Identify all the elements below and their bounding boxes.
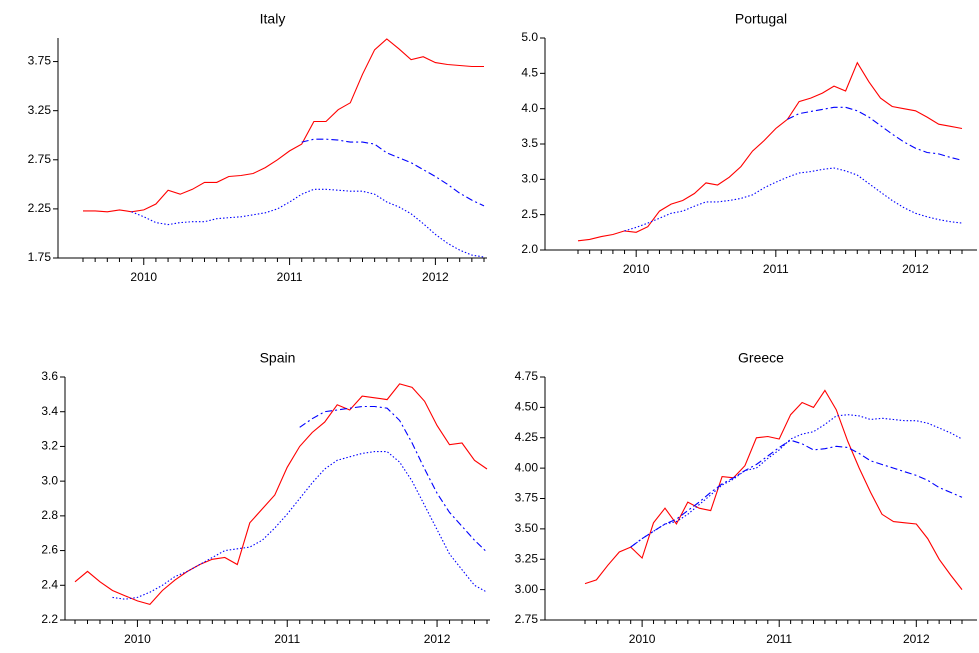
y-tick-label: 2.5 — [521, 207, 538, 221]
y-tick-label: 2.4 — [41, 577, 58, 591]
y-tick-label: 3.75 — [28, 54, 52, 68]
series-line — [74, 383, 488, 606]
y-tick-label: 3.0 — [521, 172, 538, 186]
x-tick-label: 2011 — [277, 270, 303, 284]
x-tick-label: 2012 — [422, 270, 449, 284]
y-tick-label: 3.4 — [41, 404, 58, 418]
y-tick-label: 2.8 — [41, 508, 58, 522]
series-line — [630, 414, 963, 548]
x-tick-label: 2012 — [424, 632, 451, 646]
series-line — [577, 61, 963, 242]
y-tick-label: 4.75 — [515, 369, 539, 383]
x-tick-label: 2010 — [130, 270, 157, 284]
y-tick-label: 2.0 — [521, 242, 538, 256]
panel-title: Greece — [738, 350, 784, 366]
y-tick-label: 4.50 — [515, 400, 539, 414]
y-tick-label: 5.0 — [521, 30, 538, 44]
y-tick-label: 3.00 — [515, 582, 539, 596]
y-tick-label: 4.25 — [515, 430, 539, 444]
x-tick-label: 2012 — [903, 632, 930, 646]
y-tick-label: 1.75 — [28, 250, 52, 264]
y-tick-label: 3.50 — [515, 521, 539, 535]
panel-title: Italy — [260, 11, 286, 27]
y-tick-label: 2.25 — [28, 201, 52, 215]
series-line — [301, 138, 485, 207]
y-tick-label: 2.75 — [515, 612, 539, 626]
x-tick-label: 2012 — [902, 262, 929, 276]
y-tick-label: 2.2 — [41, 612, 58, 626]
y-tick-label: 4.5 — [521, 66, 538, 80]
y-tick-label: 4.0 — [521, 101, 538, 115]
panel-title: Portugal — [735, 11, 787, 27]
y-tick-label: 3.0 — [41, 473, 58, 487]
y-tick-label: 2.75 — [28, 152, 52, 166]
y-tick-label: 3.5 — [521, 136, 538, 150]
y-tick-label: 3.6 — [41, 369, 58, 383]
series-line — [787, 106, 963, 161]
series-line — [624, 167, 963, 232]
x-tick-label: 2010 — [629, 632, 656, 646]
y-tick-label: 3.25 — [515, 551, 539, 565]
series-line — [83, 38, 484, 213]
series-line — [131, 188, 485, 258]
series-line — [112, 451, 488, 600]
x-tick-label: 2010 — [124, 632, 151, 646]
y-tick-label: 3.75 — [515, 491, 539, 505]
y-tick-label: 3.2 — [41, 439, 58, 453]
x-tick-label: 2011 — [274, 632, 300, 646]
x-tick-label: 2010 — [623, 262, 650, 276]
y-tick-label: 4.00 — [515, 460, 539, 474]
series-line — [630, 439, 963, 548]
x-tick-label: 2011 — [766, 632, 792, 646]
x-tick-label: 2011 — [763, 262, 789, 276]
y-tick-label: 3.25 — [28, 103, 52, 117]
y-tick-label: 2.6 — [41, 543, 58, 557]
series-line — [299, 405, 488, 553]
series-line — [584, 389, 963, 590]
panel-title: Spain — [260, 350, 296, 366]
